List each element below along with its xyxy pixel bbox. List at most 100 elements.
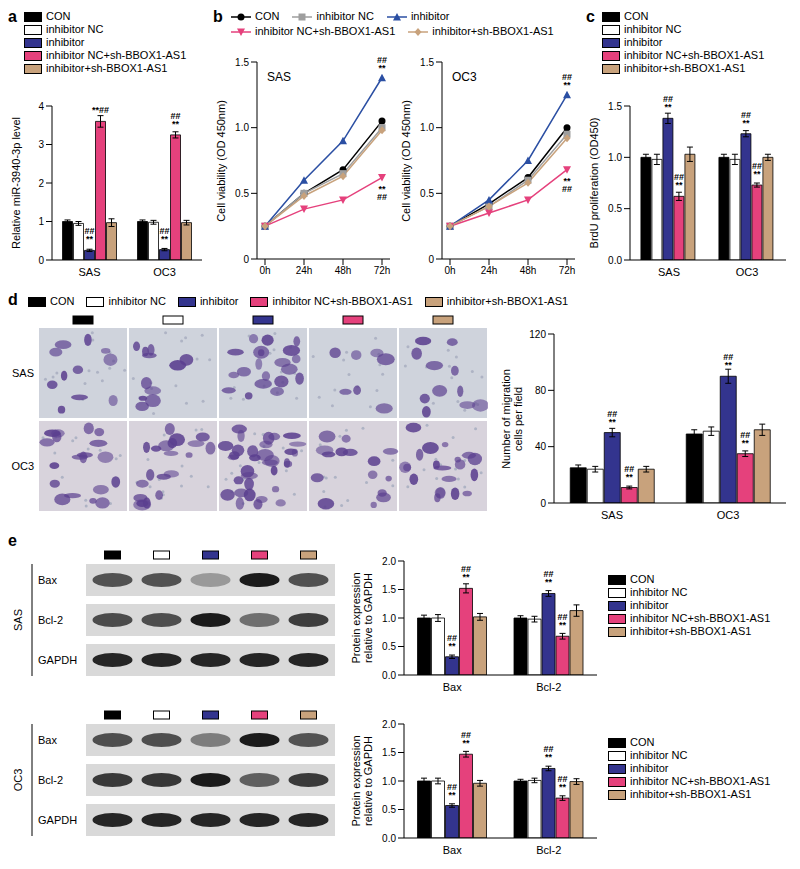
svg-text:##**: ##**	[562, 72, 572, 90]
svg-text:##**: ##**	[377, 55, 387, 73]
svg-text:0.5: 0.5	[235, 188, 249, 199]
svg-text:**##: **##	[92, 105, 109, 115]
svg-text:OC3: OC3	[717, 509, 740, 521]
svg-text:0: 0	[243, 254, 249, 265]
svg-text:3: 3	[38, 139, 44, 150]
svg-text:1.0: 1.0	[235, 122, 249, 133]
svg-text:SAS: SAS	[658, 266, 680, 278]
svg-text:OC3: OC3	[736, 266, 759, 278]
html-text:inhibitor+sh-BBOX1-AS1: inhibitor+sh-BBOX1-AS1	[432, 25, 554, 37]
svg-text:0: 0	[428, 254, 434, 265]
html-text:CON: CON	[255, 10, 280, 22]
svg-text:SAS: SAS	[78, 266, 100, 278]
svg-text:1.5: 1.5	[382, 747, 396, 758]
svg-text:Bax: Bax	[443, 681, 462, 693]
svg-text:##**: ##**	[607, 409, 617, 427]
svg-text:##**: ##**	[84, 226, 94, 244]
svg-text:72h: 72h	[559, 265, 576, 276]
svg-text:1.5: 1.5	[608, 101, 622, 112]
svg-text:##**: ##**	[723, 352, 733, 370]
svg-text:0.5: 0.5	[382, 641, 396, 652]
svg-text:SAS: SAS	[601, 509, 623, 521]
svg-text:OC3: OC3	[11, 460, 34, 472]
svg-text:0: 0	[38, 255, 44, 266]
svg-text:24h: 24h	[296, 265, 313, 276]
svg-text:40: 40	[535, 441, 547, 452]
svg-text:1.0: 1.0	[608, 152, 622, 163]
svg-text:1.5: 1.5	[420, 57, 434, 68]
svg-text:##**: ##**	[752, 161, 762, 179]
svg-text:2.0: 2.0	[382, 719, 396, 730]
svg-text:72h: 72h	[374, 265, 391, 276]
html-text:CON: CON	[46, 10, 71, 22]
svg-text:OC3: OC3	[12, 769, 24, 792]
svg-text:2: 2	[38, 178, 44, 189]
svg-text:Bax: Bax	[38, 734, 57, 746]
svg-text:SAS: SAS	[12, 367, 34, 379]
svg-text:0h: 0h	[444, 265, 455, 276]
svg-text:4: 4	[38, 101, 44, 112]
svg-text:0.5: 0.5	[382, 804, 396, 815]
svg-text:##**: ##**	[663, 94, 673, 112]
svg-text:Bcl-2: Bcl-2	[536, 844, 561, 856]
svg-text:GAPDH: GAPDH	[38, 814, 77, 826]
html-text:inhibitor+sh-BBOX1-AS1: inhibitor+sh-BBOX1-AS1	[46, 62, 168, 74]
svg-text:Bcl-2: Bcl-2	[536, 681, 561, 693]
svg-text:##**: ##**	[170, 111, 180, 129]
html-text:inhibitor: inhibitor	[46, 36, 85, 48]
html-text:inhibitor NC: inhibitor NC	[46, 23, 104, 35]
html-text:Cell viability (OD 450nm): Cell viability (OD 450nm)	[215, 99, 227, 222]
svg-text:##**: ##**	[558, 774, 568, 792]
svg-text:2.0: 2.0	[382, 556, 396, 567]
svg-text:SAS: SAS	[12, 609, 24, 631]
svg-text:##**: ##**	[741, 110, 751, 128]
html-text:inhibitor NC: inhibitor NC	[624, 23, 682, 35]
svg-text:0.0: 0.0	[382, 833, 396, 844]
svg-text:OC3: OC3	[153, 266, 176, 278]
html-text:inhibitor NC+sh-BBOX1-AS1: inhibitor NC+sh-BBOX1-AS1	[46, 49, 187, 61]
svg-text:1.0: 1.0	[382, 776, 396, 787]
svg-text:##**: ##**	[447, 782, 457, 800]
svg-text:##**: ##**	[674, 172, 684, 190]
svg-text:120: 120	[529, 329, 546, 340]
html-text:OC3: OC3	[452, 70, 477, 84]
svg-text:##**: ##**	[447, 633, 457, 651]
html-text:SAS: SAS	[267, 70, 291, 84]
svg-text:0h: 0h	[259, 265, 270, 276]
svg-text:**##: **##	[377, 184, 387, 202]
svg-text:48h: 48h	[335, 265, 352, 276]
svg-text:Bax: Bax	[38, 574, 57, 586]
html-text:Relative miR-3940-3p level: Relative miR-3940-3p level	[10, 117, 22, 249]
svg-text:0.5: 0.5	[608, 203, 622, 214]
svg-text:GAPDH: GAPDH	[38, 654, 77, 666]
html-text:inhibitor: inhibitor	[410, 10, 450, 22]
svg-text:##**: ##**	[461, 730, 471, 748]
svg-text:##**: ##**	[159, 226, 169, 244]
svg-text:##**: ##**	[740, 430, 750, 448]
svg-text:24h: 24h	[481, 265, 498, 276]
html-text:inhibitor NC+sh-BBOX1-AS1: inhibitor NC+sh-BBOX1-AS1	[255, 25, 396, 37]
svg-text:##**: ##**	[624, 464, 634, 482]
svg-text:1.0: 1.0	[420, 122, 434, 133]
svg-text:0: 0	[540, 498, 546, 509]
svg-text:0.5: 0.5	[420, 188, 434, 199]
svg-text:0.0: 0.0	[382, 670, 396, 681]
svg-text:**##: **##	[562, 176, 572, 194]
svg-text:Bax: Bax	[443, 844, 462, 856]
svg-text:##**: ##**	[461, 564, 471, 582]
svg-text:Bcl-2: Bcl-2	[38, 614, 63, 626]
svg-text:##**: ##**	[544, 569, 554, 587]
svg-text:0.0: 0.0	[608, 255, 622, 266]
html-text:inhibitor NC: inhibitor NC	[316, 10, 374, 22]
svg-text:1.5: 1.5	[382, 584, 396, 595]
html-text:Cell viability (OD 450nm): Cell viability (OD 450nm)	[400, 99, 412, 222]
svg-text:1.0: 1.0	[382, 613, 396, 624]
svg-text:1.5: 1.5	[235, 57, 249, 68]
svg-text:Bcl-2: Bcl-2	[38, 774, 63, 786]
html-text:CON: CON	[624, 10, 649, 22]
svg-text:##**: ##**	[544, 744, 554, 762]
svg-text:##**: ##**	[558, 612, 568, 630]
svg-text:80: 80	[535, 385, 547, 396]
svg-text:48h: 48h	[520, 265, 537, 276]
svg-text:1: 1	[38, 216, 44, 227]
